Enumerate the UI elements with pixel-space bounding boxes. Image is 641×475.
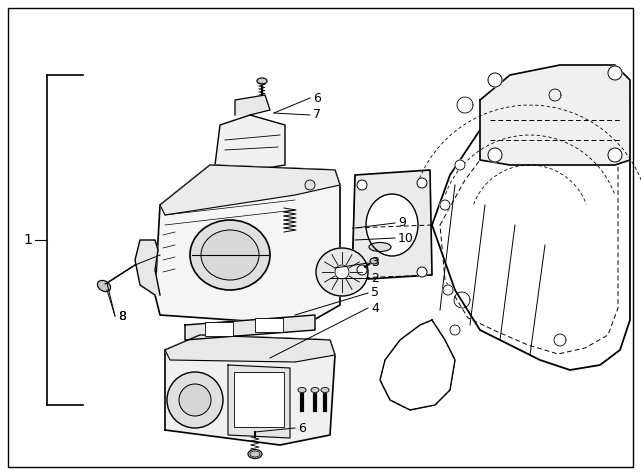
Ellipse shape [366, 194, 418, 256]
Ellipse shape [97, 280, 110, 292]
Circle shape [167, 372, 223, 428]
Ellipse shape [316, 248, 368, 296]
Bar [205, 322, 233, 336]
Text: 2: 2 [371, 272, 379, 285]
Ellipse shape [201, 230, 259, 280]
Polygon shape [135, 240, 160, 295]
Circle shape [443, 285, 453, 295]
Ellipse shape [298, 388, 306, 392]
Bar [234, 372, 284, 427]
Circle shape [450, 325, 460, 335]
Circle shape [357, 180, 367, 190]
Polygon shape [215, 115, 285, 170]
Ellipse shape [248, 449, 262, 458]
Circle shape [417, 267, 427, 277]
Text: 8: 8 [118, 310, 126, 323]
Ellipse shape [190, 220, 270, 290]
Polygon shape [185, 315, 315, 340]
Text: 5: 5 [371, 286, 379, 300]
Ellipse shape [311, 388, 319, 392]
Circle shape [455, 160, 465, 170]
Text: 3: 3 [371, 256, 379, 269]
Circle shape [305, 180, 315, 190]
Text: 9: 9 [398, 217, 406, 229]
Text: 7: 7 [313, 108, 321, 122]
Ellipse shape [321, 388, 329, 392]
Circle shape [488, 73, 502, 87]
Circle shape [179, 384, 211, 416]
Text: 6: 6 [298, 421, 306, 435]
Polygon shape [165, 335, 335, 445]
Circle shape [417, 178, 427, 188]
Ellipse shape [370, 258, 378, 264]
Polygon shape [480, 65, 630, 165]
Circle shape [608, 66, 622, 80]
Polygon shape [155, 165, 340, 325]
Circle shape [488, 148, 502, 162]
Polygon shape [228, 365, 290, 438]
Circle shape [440, 200, 450, 210]
Polygon shape [165, 335, 335, 362]
Circle shape [357, 265, 367, 275]
Text: 8: 8 [118, 310, 126, 323]
Text: 10: 10 [398, 231, 414, 245]
Ellipse shape [369, 243, 391, 251]
Bar [255, 318, 283, 332]
Circle shape [608, 148, 622, 162]
Polygon shape [160, 165, 340, 215]
Polygon shape [352, 170, 432, 280]
Text: 6: 6 [313, 92, 321, 104]
Ellipse shape [257, 78, 267, 84]
Polygon shape [235, 95, 270, 115]
Circle shape [335, 265, 349, 279]
Text: 1: 1 [24, 233, 33, 247]
Text: 4: 4 [371, 302, 379, 314]
